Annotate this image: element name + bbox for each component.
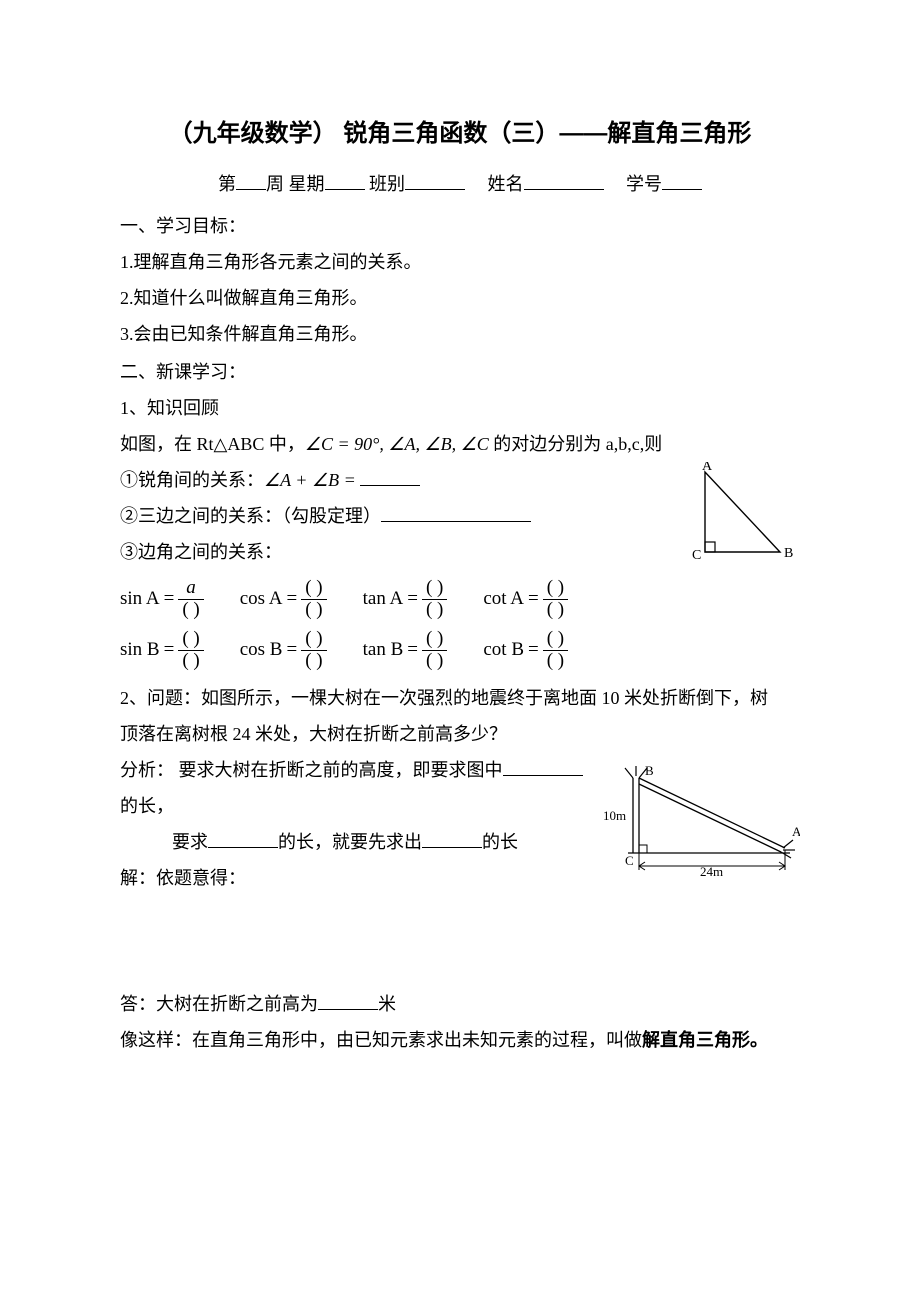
problem-line2: 顶落在离树根 24 米处，大树在折断之前高多少？ — [120, 716, 800, 752]
answer-pre: 答：大树在折断之前高为 — [120, 994, 318, 1014]
blank-weekday[interactable] — [325, 171, 365, 190]
blank-seg1[interactable] — [503, 757, 583, 776]
review-tail: 的对边分别为 a,b,c,则 — [489, 434, 662, 454]
blank-num[interactable] — [662, 171, 702, 190]
rel1-math: ∠A + ∠B = — [264, 470, 356, 490]
num-label: 学号 — [626, 174, 662, 194]
week-label: 周 星期 — [266, 174, 325, 194]
answer-line: 答：大树在折断之前高为 米 — [120, 986, 800, 1022]
svg-text:10m: 10m — [603, 808, 626, 823]
blank-pythag[interactable] — [381, 503, 531, 522]
name-label: 姓名 — [488, 174, 524, 194]
tanA-expr: tan A= ( )( ) — [363, 578, 448, 621]
blank-angle-sum[interactable] — [360, 467, 420, 486]
goal-3: 3.会由已知条件解直角三角形。 — [120, 316, 800, 352]
goal-1: 1.理解直角三角形各元素之间的关系。 — [120, 244, 800, 280]
trig-row-a: sin A= a( ) cos A= ( )( ) tan A= ( )( ) … — [120, 578, 800, 621]
review-pre: 如图，在 Rt△ABC 中， — [120, 434, 305, 454]
analyze-post: 的长， — [120, 796, 174, 816]
tree-figure: 10m 24m B C A — [595, 758, 800, 878]
right-triangle-figure: A B C — [680, 462, 800, 567]
section-1-heading: 一、学习目标： — [120, 208, 800, 244]
trig-row-b: sin B= ( )( ) cos B= ( )( ) tan B= ( )( … — [120, 629, 800, 672]
header-line: 第 周 星期 班别 姓名 学号 — [120, 166, 800, 202]
cotB-expr: cot B= ( )( ) — [483, 629, 568, 672]
blank-seg2[interactable] — [208, 829, 278, 848]
cosB-expr: cos B= ( )( ) — [240, 629, 327, 672]
blank-name[interactable] — [524, 171, 604, 190]
svg-text:C: C — [692, 548, 701, 563]
review-math: ∠C = 90°, ∠A, ∠B, ∠C — [305, 434, 489, 454]
need-post: 的长 — [482, 832, 518, 852]
analyze-pre: 分析： 要求大树在折断之前的高度，即要求图中 — [120, 760, 503, 780]
sinA-expr: sin A= a( ) — [120, 578, 204, 621]
svg-text:A: A — [702, 462, 713, 474]
blank-answer[interactable] — [318, 991, 378, 1010]
def-pre: 像这样：在直角三角形中，由已知元素求出未知元素的过程，叫做 — [120, 1030, 642, 1050]
class-label: 班别 — [369, 174, 405, 194]
blank-class[interactable] — [405, 171, 465, 190]
section-2-heading: 二、新课学习： — [120, 354, 800, 390]
review-line: 如图，在 Rt△ABC 中，∠C = 90°, ∠A, ∠B, ∠C 的对边分别… — [120, 426, 800, 462]
prefix: 第 — [218, 174, 236, 194]
svg-text:B: B — [645, 763, 654, 778]
sinB-expr: sin B= ( )( ) — [120, 629, 204, 672]
svg-text:24m: 24m — [700, 864, 723, 878]
svg-text:A: A — [792, 824, 800, 839]
work-space — [120, 896, 800, 986]
need-pre: 要求 — [172, 832, 208, 852]
cotA-expr: cot A= ( )( ) — [483, 578, 568, 621]
goal-2: 2.知道什么叫做解直角三角形。 — [120, 280, 800, 316]
rel2-text: ②三边之间的关系：（勾股定理） — [120, 506, 381, 526]
tanB-expr: tan B= ( )( ) — [363, 629, 448, 672]
definition-line: 像这样：在直角三角形中，由已知元素求出未知元素的过程，叫做解直角三角形。 — [120, 1022, 800, 1058]
need-mid: 的长，就要先求出 — [278, 832, 422, 852]
cosA-expr: cos A= ( )( ) — [240, 578, 327, 621]
def-term: 解直角三角形。 — [642, 1030, 768, 1050]
knowledge-review-heading: 1、知识回顾 — [120, 390, 800, 426]
svg-text:C: C — [625, 853, 634, 868]
answer-post: 米 — [378, 994, 396, 1014]
rel1-pre: ①锐角间的关系： — [120, 470, 264, 490]
problem-line1: 2、问题：如图所示，一棵大树在一次强烈的地震终于离地面 10 米处折断倒下，树 — [120, 680, 800, 716]
blank-seg3[interactable] — [422, 829, 482, 848]
svg-text:B: B — [784, 546, 793, 561]
page-title: （九年级数学） 锐角三角函数（三）——解直角三角形 — [120, 110, 800, 158]
blank-week-num[interactable] — [236, 171, 266, 190]
